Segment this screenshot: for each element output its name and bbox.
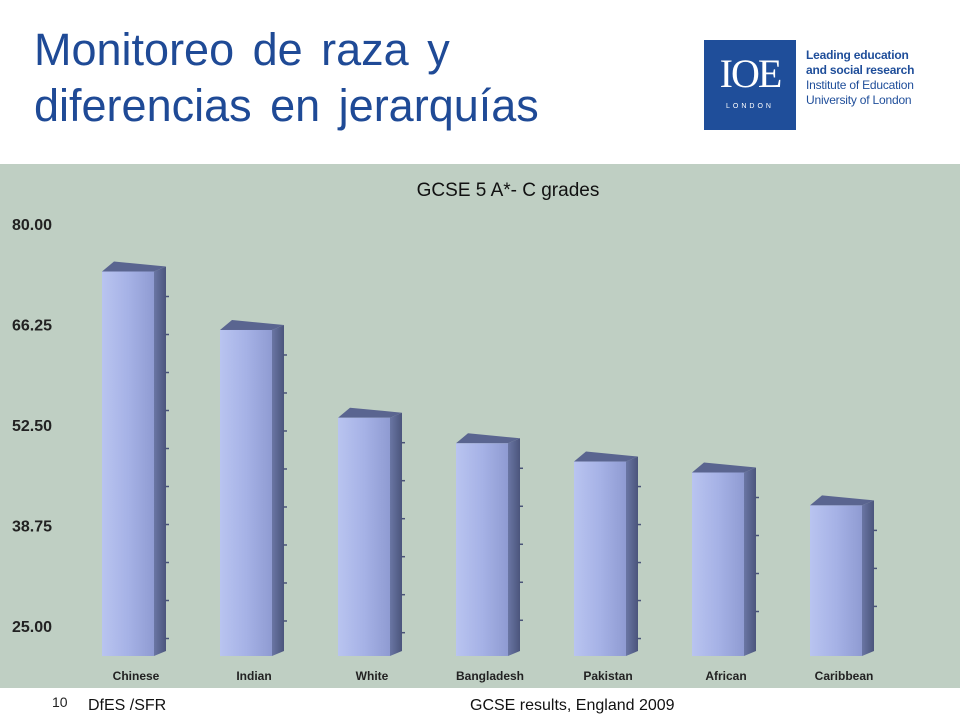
bar-side — [744, 467, 756, 656]
bar-chart: 80.00 66.25 52.50 38.75 25.00 Chinese Indian W… — [12, 217, 877, 683]
bar-top — [220, 319, 284, 330]
bar-indian — [220, 319, 287, 656]
bar-top — [456, 433, 520, 444]
y-tick-label: 25.00 — [12, 619, 52, 636]
source-right: GCSE results, England 2009 — [470, 697, 675, 714]
bar-top — [338, 407, 402, 418]
chart-panel: GCSE 5 A*- C grades 80.00 66.25 52.50 38.75… — [0, 164, 960, 688]
bar-chinese — [102, 261, 169, 656]
bar-front — [102, 271, 154, 656]
x-category-label: Pakistan — [583, 669, 632, 683]
bar-side — [862, 500, 874, 656]
source-left: DfES /SFR — [88, 697, 167, 714]
bar-bangladesh — [456, 433, 523, 656]
x-category-label: White — [356, 669, 389, 683]
ioe-logo: IOE LONDON Leading education and social … — [704, 40, 936, 130]
bar-front — [456, 443, 508, 656]
bar-side — [272, 324, 284, 656]
logo-line-3: Institute of Education — [806, 78, 914, 92]
page-number: 10 — [52, 694, 68, 710]
chart-title: GCSE 5 A*- C grades — [416, 180, 600, 201]
slide-title: Monitoreo de raza y diferencias en jerar… — [34, 22, 674, 134]
bar-top — [102, 261, 166, 272]
logo-line-2: and social research — [806, 63, 915, 77]
bar-top — [810, 495, 874, 506]
x-category-label: Caribbean — [815, 669, 874, 683]
bar-front — [574, 461, 626, 656]
bar-side — [508, 438, 520, 656]
bar-side — [626, 456, 638, 656]
logo-line-1: Leading education — [806, 48, 909, 62]
y-tick-label: 38.75 — [12, 519, 52, 536]
bar-side — [390, 412, 402, 656]
x-category-label: Indian — [236, 669, 271, 683]
ioe-logo-text: Leading education and social research In… — [806, 48, 938, 108]
slide-title-line-2: diferencias en jerarquías — [34, 80, 539, 131]
bar-front — [338, 417, 390, 656]
ioe-logo-mark: IOE — [719, 51, 783, 96]
bar-pakistan — [574, 451, 641, 656]
y-tick-label: 80.00 — [12, 217, 52, 234]
bar-front — [220, 329, 272, 656]
bar-top — [574, 451, 638, 462]
slide-title-line-1: Monitoreo de raza y — [34, 24, 450, 75]
ioe-logo-box: IOE LONDON — [704, 40, 796, 130]
ioe-logo-city: LONDON — [726, 103, 774, 110]
y-tick-label: 52.50 — [12, 418, 52, 435]
bar-caribbean — [810, 495, 877, 656]
bar-front — [810, 505, 862, 656]
x-category-label: African — [705, 669, 746, 683]
x-category-label: Bangladesh — [456, 669, 524, 683]
y-tick-label: 66.25 — [12, 318, 52, 335]
logo-line-4: University of London — [806, 93, 912, 107]
bar-top — [692, 462, 756, 473]
bar-white — [338, 407, 405, 656]
bar-african — [692, 462, 759, 656]
x-category-label: Chinese — [113, 669, 160, 683]
bar-side — [154, 266, 166, 656]
bar-front — [692, 472, 744, 656]
